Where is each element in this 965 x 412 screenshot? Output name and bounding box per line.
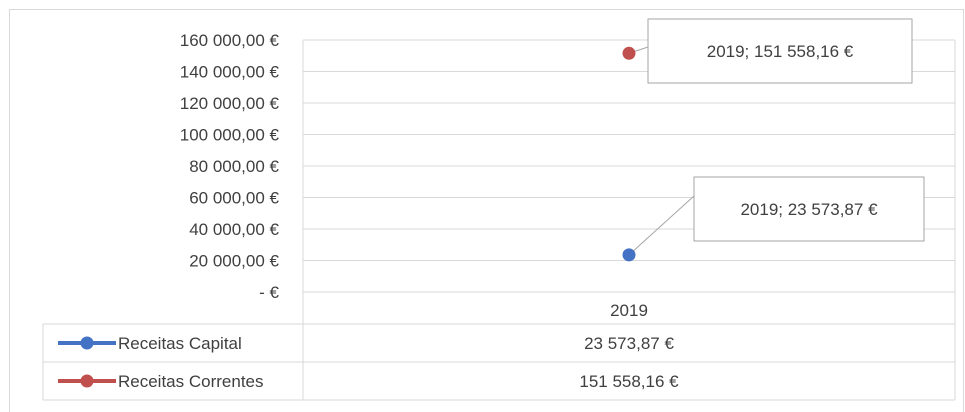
legend-label: Receitas Capital	[118, 334, 242, 353]
y-tick-label: - €	[259, 283, 279, 302]
y-tick-label: 100 000,00 €	[180, 126, 280, 145]
callout-box	[693, 176, 925, 242]
callout-leader	[628, 195, 695, 256]
callout-label: 2019; 23 573,87 €	[740, 200, 878, 219]
legend-key-marker	[80, 374, 94, 388]
callout-box	[647, 18, 913, 84]
y-tick-label: 40 000,00 €	[189, 220, 279, 239]
chart-frame	[9, 9, 964, 412]
y-tick-label: 160 000,00 €	[180, 31, 280, 50]
y-tick-label: 20 000,00 €	[189, 252, 279, 271]
table-value: 23 573,87 €	[584, 334, 674, 353]
table-value: 151 558,16 €	[579, 372, 679, 391]
y-tick-label: 140 000,00 €	[180, 63, 280, 82]
legend-key-marker	[80, 336, 94, 350]
x-tick-label: 2019	[610, 301, 648, 320]
y-tick-label: 80 000,00 €	[189, 157, 279, 176]
data-point	[622, 46, 636, 60]
y-tick-label: 60 000,00 €	[189, 189, 279, 208]
legend-label: Receitas Correntes	[118, 372, 264, 391]
callout-label: 2019; 151 558,16 €	[707, 42, 854, 61]
y-tick-label: 120 000,00 €	[180, 94, 280, 113]
data-point	[622, 248, 636, 262]
